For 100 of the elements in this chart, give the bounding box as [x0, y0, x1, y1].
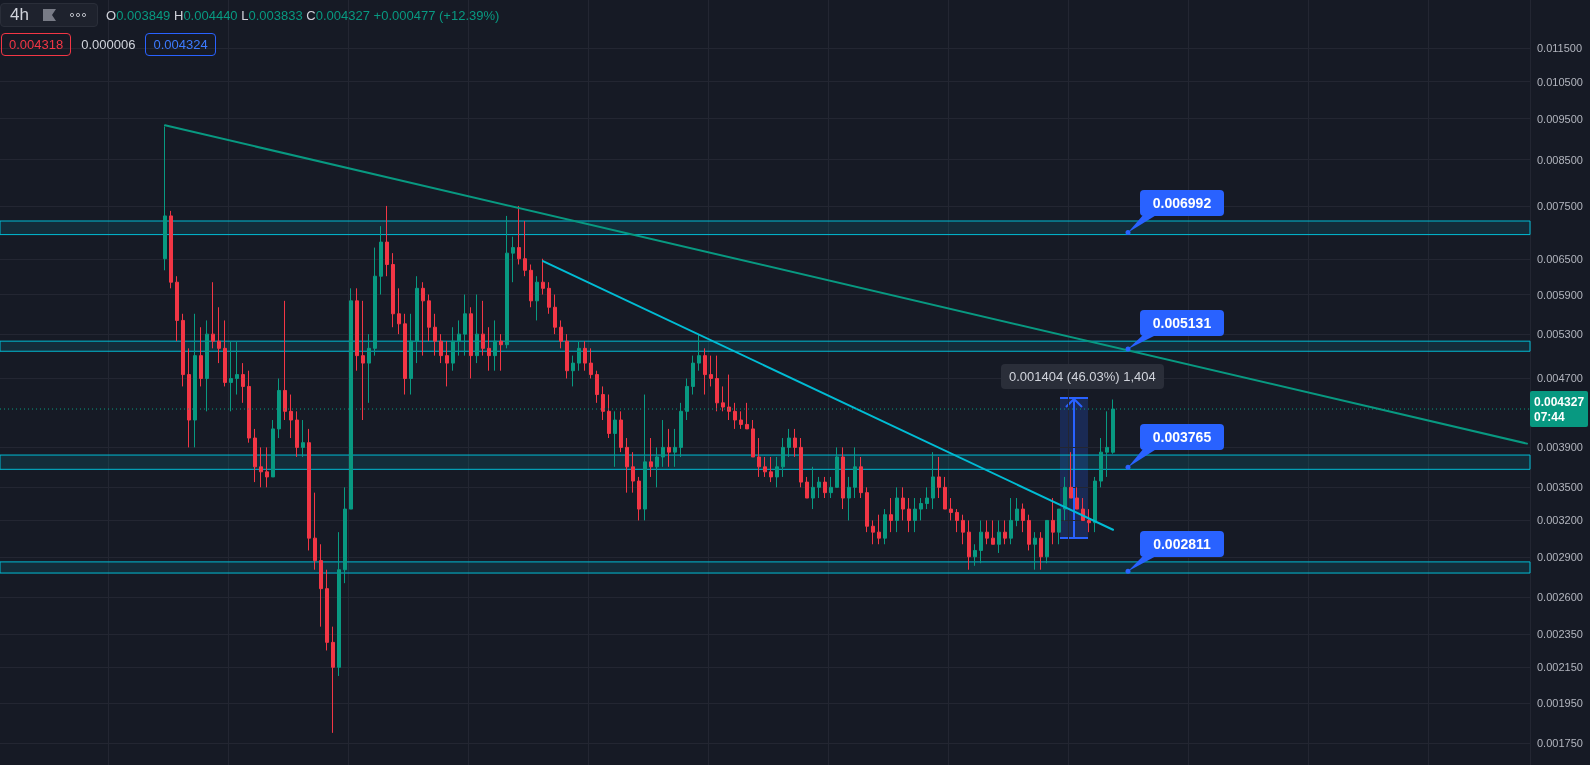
text: O0.003849 H0.004440 L0.003833 C0.004327 +0.000477 (+12.39%) [106, 7, 500, 23]
candlestick [211, 281, 215, 349]
candlestick [739, 410, 743, 430]
candlestick [607, 394, 611, 439]
candlestick [925, 486, 929, 510]
ref-line-label: 0.004327 07:44 [1534, 394, 1585, 424]
candlestick [385, 205, 389, 277]
candlestick [541, 258, 545, 296]
y-tick-label: 0.011500 [1537, 42, 1583, 55]
candlestick [505, 215, 509, 349]
y-tick-label: 0.003900 [1537, 441, 1583, 454]
candlestick [343, 486, 347, 584]
candlestick [217, 306, 221, 364]
candlestick [241, 362, 245, 404]
candlestick [817, 476, 821, 499]
candlestick [889, 497, 893, 533]
candlestick [637, 476, 641, 521]
candlestick [313, 492, 317, 571]
candlestick [571, 355, 575, 387]
candlestick [1021, 503, 1025, 533]
candlestick [1099, 437, 1103, 488]
candlestick [829, 476, 833, 499]
y-tick-label: 0.001950 [1537, 697, 1583, 710]
chart-title: 4h [10, 5, 29, 25]
annotation: 0.000006 [80, 36, 137, 54]
candlestick [187, 347, 191, 448]
candlestick [907, 497, 911, 533]
candlestick [847, 476, 851, 521]
candlestick [427, 294, 431, 342]
candlestick [949, 497, 953, 521]
candlestick [1003, 519, 1007, 545]
candlestick [1015, 497, 1019, 527]
candlestick [265, 446, 269, 488]
candlestick [883, 508, 887, 545]
candlestick [823, 476, 827, 499]
candlestick [235, 340, 239, 396]
candlestick [433, 313, 437, 357]
candlestick [247, 370, 251, 444]
candlestick [835, 446, 839, 488]
annotation: 0.004324 [145, 33, 216, 56]
candlestick [223, 319, 227, 387]
candlestick [175, 275, 179, 342]
candlestick [793, 428, 797, 458]
candlestick [451, 326, 455, 372]
candlestick [625, 437, 629, 494]
candlestick [775, 456, 779, 488]
y-tick-label: 0.003200 [1537, 514, 1583, 527]
candlestick [1093, 476, 1097, 533]
y-tick-label: 0.008500 [1537, 153, 1583, 166]
y-tick-label: 0.004700 [1537, 372, 1583, 385]
candlestick [1069, 451, 1073, 499]
candlestick [259, 446, 263, 488]
candlestick [469, 306, 473, 379]
candlestick [283, 300, 287, 421]
candlestick [391, 252, 395, 328]
candlestick [271, 419, 275, 478]
candlestick [961, 514, 965, 545]
candlestick [667, 428, 671, 468]
candlestick [1057, 508, 1061, 545]
candlestick [745, 402, 749, 430]
candlestick [631, 451, 635, 494]
candlestick [979, 519, 983, 564]
candlestick [913, 497, 917, 533]
candlestick [967, 519, 971, 571]
band-label: 0.002811 [1140, 530, 1224, 557]
candlestick [421, 281, 425, 357]
candlestick [583, 340, 587, 372]
candlestick [1051, 497, 1055, 545]
candlestick [673, 428, 677, 468]
candlestick [577, 340, 581, 372]
candlestick [601, 385, 605, 421]
candlestick [703, 347, 707, 396]
y-tick-label: 0.002900 [1537, 550, 1583, 563]
candlestick [415, 275, 419, 364]
candlestick [1063, 476, 1067, 521]
candlestick [373, 247, 377, 357]
candlestick [535, 275, 539, 321]
band-label: 0.005131 [1140, 310, 1224, 337]
y-tick-label: 0.002150 [1537, 661, 1583, 674]
candlestick [733, 402, 737, 430]
y-tick-label: 0.010500 [1537, 75, 1583, 88]
y-tick-label: 0.002600 [1537, 591, 1583, 604]
candlestick [649, 437, 653, 478]
candlestick [529, 263, 533, 308]
candlestick [481, 300, 485, 357]
candlestick [445, 340, 449, 387]
candlestick [709, 355, 713, 387]
candlestick [955, 508, 959, 533]
candlestick [547, 281, 551, 315]
candlestick [463, 294, 467, 357]
annotation: 0.004318 [1, 33, 72, 56]
band-label: 0.003765 [1140, 424, 1224, 451]
candlestick [595, 370, 599, 404]
candlestick [985, 519, 989, 545]
candlestick [307, 428, 311, 551]
candlestick [841, 446, 845, 510]
candlestick [757, 437, 761, 478]
y-tick-label: 0.006500 [1537, 252, 1583, 265]
y-tick-label: 0.005900 [1537, 288, 1583, 301]
candlestick [565, 333, 569, 379]
